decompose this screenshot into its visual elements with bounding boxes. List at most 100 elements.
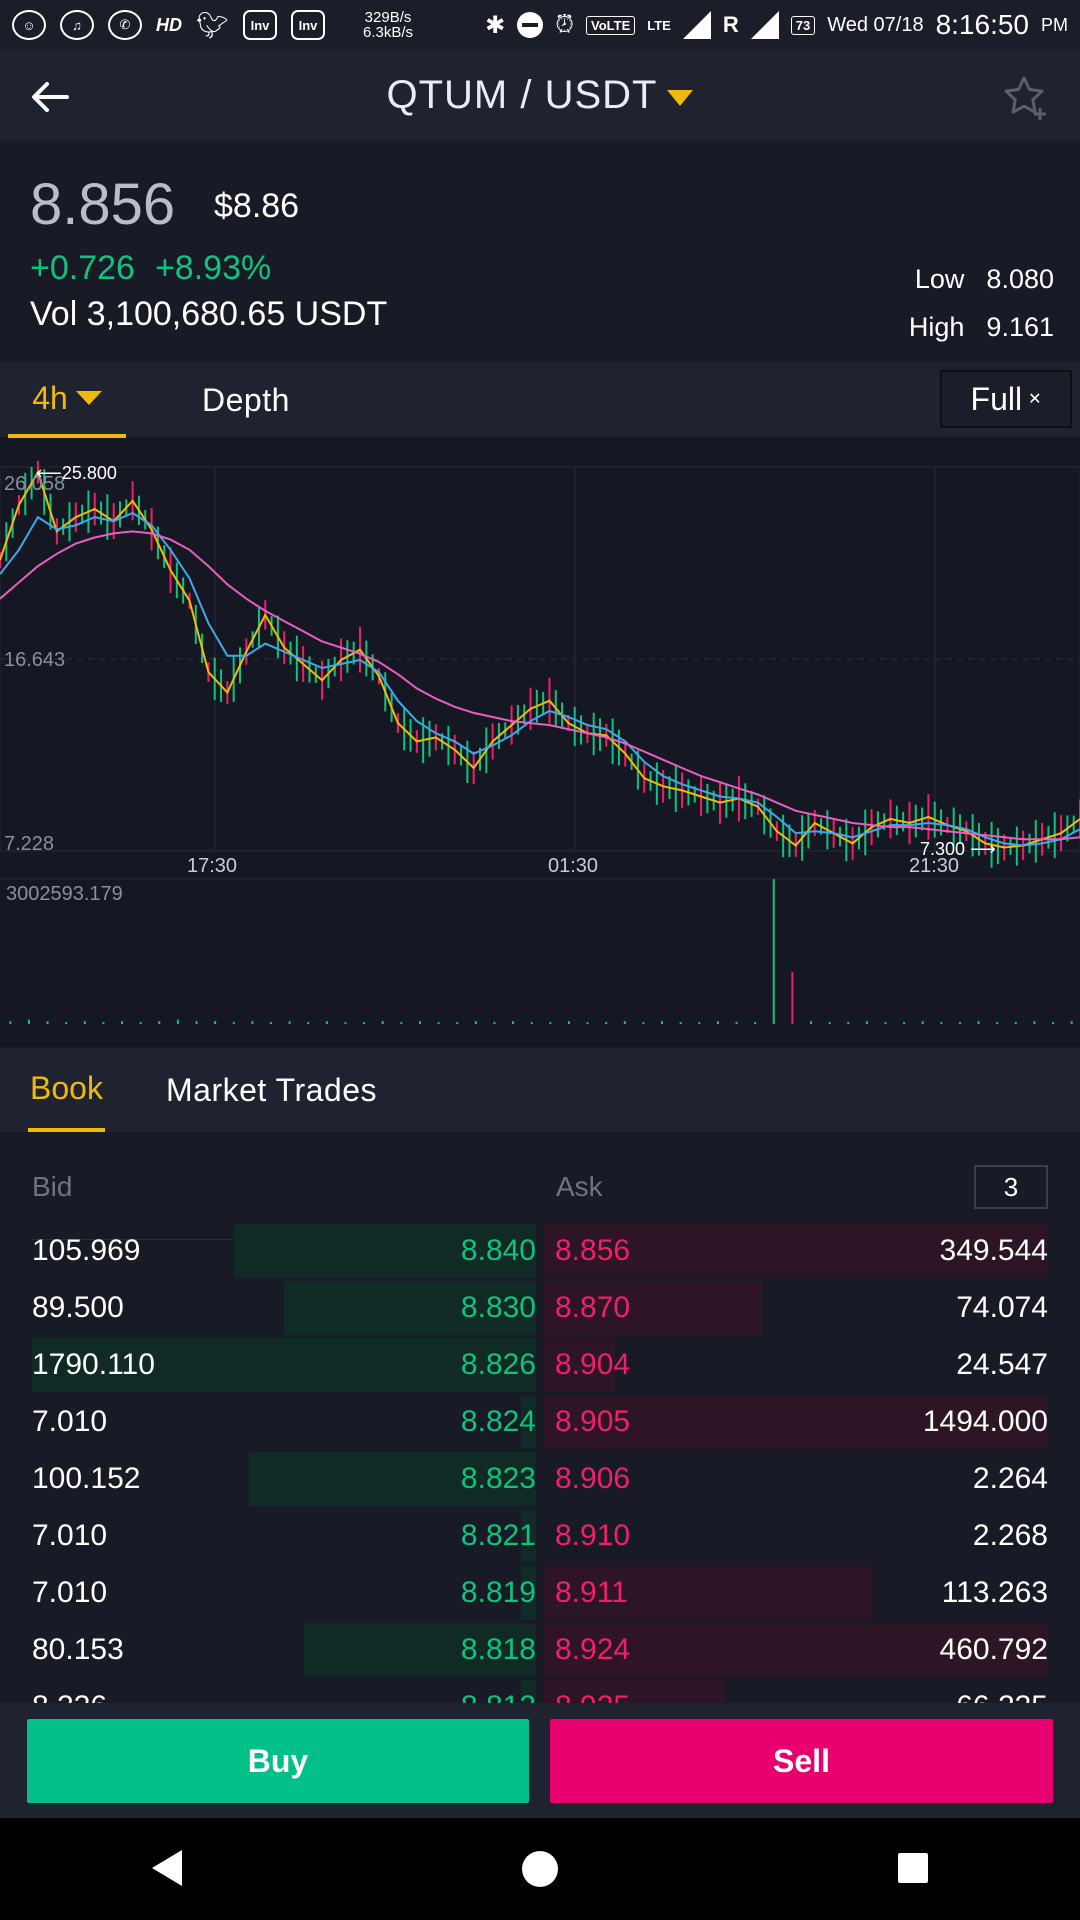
ask-price: 8.910 (555, 1519, 631, 1552)
volume-bar (642, 1022, 645, 1024)
bid-quantity: 89.500 (32, 1291, 124, 1324)
book-row[interactable]: 89.500 8.830 8.870 74.074 (0, 1281, 1080, 1335)
bluetooth-icon: ✱ (485, 11, 506, 39)
nav-back-icon[interactable] (152, 1850, 182, 1886)
kline-chart[interactable]: 26.058 16.643 7.228 ⟵25.800 7.300 ⟶ 17:3… (0, 439, 1080, 1047)
volume-bar (46, 1021, 49, 1024)
volume-max-label: 3002593.179 (6, 883, 123, 905)
bid-price: 8.823 (460, 1462, 536, 1495)
x-axis-label-3: 21:30 (909, 855, 960, 877)
bid-quantity: 7.010 (32, 1519, 108, 1552)
ma-line (0, 469, 1080, 849)
ask-quantity: 24.547 (956, 1348, 1048, 1381)
book-row[interactable]: 1790.110 8.826 8.904 24.547 (0, 1338, 1080, 1392)
max-price-marker: ⟵25.800 (36, 463, 117, 483)
nav-recents-icon[interactable] (898, 1853, 928, 1883)
chart-canvas (0, 460, 1080, 1024)
candle-noise (0, 460, 1080, 868)
bid-price: 8.821 (460, 1519, 536, 1552)
book-row[interactable]: 7.010 8.824 8.905 1494.000 (0, 1395, 1080, 1449)
depth-tab[interactable]: Depth (202, 381, 290, 418)
book-header: Bid Ask 3 (0, 1165, 1080, 1240)
chart-grid (0, 466, 1080, 880)
book-tab[interactable]: Book (28, 1048, 105, 1132)
interval-label: 4h (32, 379, 68, 416)
bid-depth-bar (304, 1623, 536, 1677)
system-indicators: ✱ ⏰︎ VoLTE LTE R 73 Wed 07/18 8:16:50 PM (485, 9, 1068, 41)
volume-bar (270, 1022, 272, 1024)
status-time: 8:16:50 (935, 9, 1029, 40)
book-row[interactable]: 80.153 8.818 8.924 460.792 (0, 1623, 1080, 1677)
buy-button[interactable]: Buy (27, 1719, 529, 1803)
low-label: Low (914, 263, 965, 294)
depth-selector[interactable]: 3 (974, 1165, 1048, 1209)
volume-bar (232, 1022, 235, 1024)
volume-bar (605, 1022, 608, 1024)
ask-depth-bar (544, 1566, 872, 1620)
book-row[interactable]: 8.236 8.812 8.925 66.235 (0, 1680, 1080, 1703)
volume-bar (344, 1022, 347, 1024)
volume-bar (456, 1022, 459, 1024)
book-row[interactable]: 100.152 8.823 8.906 2.264 (0, 1452, 1080, 1506)
hd-indicator: HD (156, 14, 182, 35)
sell-button[interactable]: Sell (550, 1719, 1053, 1803)
fullscreen-button[interactable]: Full ✕ (940, 370, 1072, 428)
ask-quantity: 2.264 (972, 1462, 1048, 1495)
book-row[interactable]: 7.010 8.821 8.910 2.268 (0, 1509, 1080, 1563)
ask-depth-bar (544, 1395, 1048, 1449)
expand-icon: ✕ (1028, 391, 1042, 408)
order-book: Bid Ask 3 105.969 8.840 8.856 349.544 89.500… (0, 1133, 1080, 1703)
interval-tab[interactable]: 4h (8, 362, 126, 438)
volume-bar (9, 1021, 12, 1024)
change-absolute: +0.726 (30, 249, 135, 287)
star-add-icon (1004, 76, 1046, 120)
ticker-panel: 8.856 $8.86 +0.726 +8.93% Vol 3,100,680.… (0, 143, 1080, 361)
ask-price: 8.856 (555, 1234, 631, 1267)
ask-quantity: 1494.000 (922, 1405, 1048, 1438)
nav-home-icon[interactable] (522, 1851, 558, 1887)
pair-title: QTUM / USDT (386, 73, 658, 117)
ask-price: 8.870 (555, 1291, 631, 1324)
favorite-button[interactable] (1002, 74, 1050, 122)
whatsapp-icon: ✆ (108, 10, 142, 40)
ask-depth-bar (544, 1224, 1048, 1278)
volume-bar (698, 1022, 701, 1024)
back-button[interactable] (22, 72, 78, 122)
pair-selector[interactable]: QTUM / USDT (387, 73, 694, 118)
bid-depth-bar (521, 1509, 536, 1563)
ask-price: 8.911 (555, 1576, 628, 1609)
volume-bar (661, 1021, 664, 1024)
bid-quantity: 1790.110 (32, 1348, 155, 1381)
bid-depth-bar (521, 1566, 536, 1620)
volume-bar (1014, 1022, 1017, 1024)
navigation-bar (0, 1818, 1080, 1920)
ask-header: Ask (556, 1171, 603, 1202)
ask-quantity: 113.263 (941, 1576, 1048, 1609)
bid-quantity: 7.010 (32, 1576, 108, 1609)
volume-bar (307, 1022, 310, 1024)
ma-lines (0, 469, 1080, 849)
volume-bar (363, 1022, 366, 1024)
bid-price: 8.812 (461, 1690, 536, 1703)
book-row[interactable]: 7.010 8.819 8.911 113.263 (0, 1566, 1080, 1620)
book-row[interactable]: 105.969 8.840 8.856 349.544 (0, 1224, 1080, 1278)
x-axis-label-1: 17:30 (187, 855, 238, 877)
ask-quantity: 74.074 (956, 1291, 1048, 1324)
volume-bar (791, 971, 794, 1024)
volume-bar (251, 1021, 254, 1024)
bid-depth-bar (284, 1281, 536, 1335)
twitter-icon: 🐦︎ (196, 9, 230, 40)
ask-price: 8.924 (555, 1633, 631, 1666)
volume-bar (735, 1022, 738, 1024)
ask-quantity: 460.792 (939, 1633, 1048, 1666)
volume-24h: Vol 3,100,680.65 USDT (30, 295, 388, 333)
dnd-icon (517, 12, 544, 38)
volume-bar (865, 1021, 868, 1024)
market-trades-tab[interactable]: Market Trades (166, 1071, 378, 1108)
volume-bar (716, 1021, 719, 1024)
lte-indicator: LTE (647, 17, 671, 33)
low-value: 8.080 (986, 263, 1054, 294)
caret-down-icon (667, 89, 694, 106)
volume-bar (214, 1021, 217, 1024)
bid-depth-bar (521, 1395, 536, 1449)
